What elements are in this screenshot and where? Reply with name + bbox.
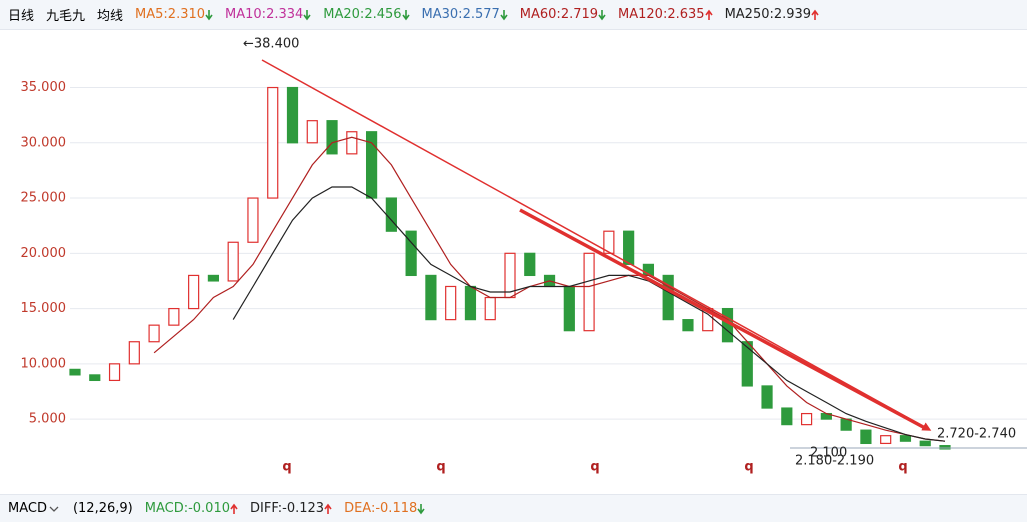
trend-icon xyxy=(205,9,213,20)
trend-arrow-bold xyxy=(519,208,926,430)
candle xyxy=(919,440,931,447)
candle xyxy=(741,341,753,387)
annotation: q xyxy=(436,460,445,475)
ma-indicator-text: MA60:2.719 xyxy=(519,7,599,22)
stock-name: 九毛九 xyxy=(46,9,86,24)
candle xyxy=(227,241,239,282)
candle xyxy=(524,252,536,277)
ma-indicator-text: MA10:2.334 xyxy=(225,7,304,22)
candle xyxy=(267,86,279,199)
trend-icon xyxy=(303,9,311,20)
candle xyxy=(880,435,892,445)
annotation: 2.100 xyxy=(810,446,847,461)
dropdown-icon[interactable] xyxy=(47,504,61,514)
candle xyxy=(168,307,180,326)
candle xyxy=(148,324,160,343)
ma-label[interactable]: 均线 xyxy=(97,9,124,24)
macd-value-text: MACD:-0.010 xyxy=(144,501,230,516)
candle xyxy=(623,230,635,265)
trend-icon xyxy=(417,503,425,514)
candle xyxy=(425,274,437,321)
ma-indicator: MA120:2.635 xyxy=(618,7,713,22)
macd-value-text: DIFF:-0.123 xyxy=(250,501,325,516)
ma-indicator-text: MA120:2.635 xyxy=(618,7,705,22)
candle xyxy=(445,285,457,321)
y-tick-label: 10.000 xyxy=(21,356,67,371)
indicator-name[interactable]: MACD xyxy=(8,501,47,516)
trend-arrow xyxy=(261,59,932,431)
y-tick-label: 30.000 xyxy=(21,135,67,150)
annotation: 2.180-2.190 xyxy=(795,454,874,469)
y-tick-label: 35.000 xyxy=(21,80,67,95)
indicator-bar: 日线 九毛九 均线 MA5:2.310 MA10:2.334 MA20:2.456 M… xyxy=(0,0,1027,30)
candle xyxy=(781,407,793,426)
candle xyxy=(484,296,496,321)
macd-params: (12,26,9) xyxy=(72,501,133,516)
macd-value: MACD:-0.010 xyxy=(145,501,238,516)
candle xyxy=(128,341,140,365)
candle xyxy=(840,418,852,431)
candle xyxy=(583,252,595,332)
macd-bar: MACD (12,26,9) MACD:-0.010 DIFF:-0.123 DEA… xyxy=(0,494,1027,522)
candle xyxy=(662,274,674,321)
macd-value: DEA:-0.118 xyxy=(344,501,425,516)
annotation: 2.720-2.740 xyxy=(937,427,1016,442)
ma-indicator: MA60:2.719 xyxy=(520,7,606,22)
candle xyxy=(108,363,121,382)
y-tick-label: 20.000 xyxy=(21,246,67,261)
candle xyxy=(761,385,773,409)
ma-indicator: MA30:2.577 xyxy=(422,7,508,22)
candle xyxy=(306,120,318,144)
chart: 5.000 10.000 15.000 20.000 25.000 30.000 35.00… xyxy=(21,37,1027,475)
candle xyxy=(247,197,259,243)
ma-indicator: MA250:2.939 xyxy=(725,7,820,22)
candle xyxy=(464,285,477,321)
annotation: q xyxy=(898,460,907,475)
candle xyxy=(207,274,220,282)
trend-icon xyxy=(230,503,238,514)
annotation: ←38.400 xyxy=(243,37,299,52)
candle xyxy=(286,86,299,144)
y-tick-label: 5.000 xyxy=(29,412,66,427)
candle xyxy=(69,368,81,376)
annotation: q xyxy=(590,460,599,475)
ma-indicator: MA10:2.334 xyxy=(225,7,311,22)
candle xyxy=(939,445,951,450)
ma-indicator-text: MA30:2.577 xyxy=(421,7,500,22)
trend-icon xyxy=(704,9,713,20)
macd-value-text: DEA:-0.118 xyxy=(344,501,418,516)
ma-indicator: MA20:2.456 xyxy=(323,7,410,22)
candle xyxy=(326,120,338,155)
trend-icon xyxy=(598,9,606,20)
candle xyxy=(405,230,417,277)
y-tick-label: 15.000 xyxy=(21,301,67,316)
trend-icon xyxy=(500,9,508,20)
trend-icon xyxy=(324,503,332,514)
candle xyxy=(800,412,813,426)
ma-indicator: MA5:2.310 xyxy=(135,7,213,22)
period[interactable]: 日线 xyxy=(8,9,35,24)
annotation: q xyxy=(744,460,753,475)
candle xyxy=(563,285,575,332)
candle xyxy=(89,374,101,382)
y-tick-label: 25.000 xyxy=(21,191,67,206)
ma-indicator-text: MA250:2.939 xyxy=(724,7,812,22)
candle xyxy=(603,230,615,254)
ma-indicator-text: MA20:2.456 xyxy=(323,7,402,22)
candle xyxy=(188,274,200,310)
trend-icon xyxy=(811,9,819,20)
ma-indicator-text: MA5:2.310 xyxy=(135,7,206,22)
candle xyxy=(860,429,872,445)
ma-line xyxy=(153,136,946,442)
candle xyxy=(682,319,694,332)
ma-line xyxy=(232,186,946,442)
candle xyxy=(346,131,358,155)
candle xyxy=(385,197,397,232)
indicator-select[interactable]: MACD xyxy=(8,501,61,516)
candle xyxy=(899,435,912,442)
trend-icon xyxy=(401,9,410,20)
annotation: q xyxy=(282,460,291,475)
macd-value: DIFF:-0.123 xyxy=(250,501,332,516)
